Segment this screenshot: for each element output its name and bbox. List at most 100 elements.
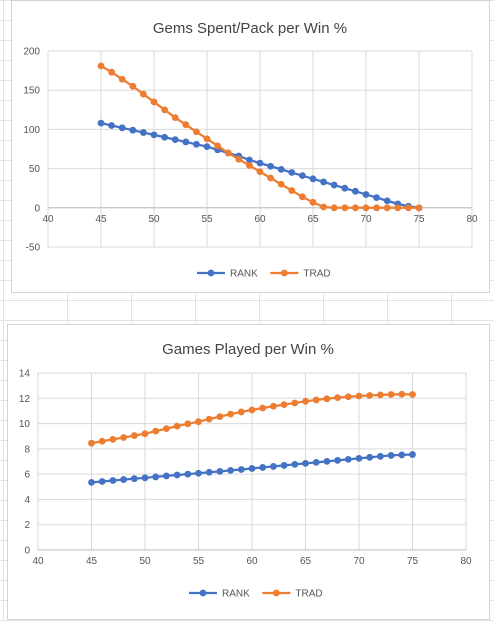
- chart-gems-spent[interactable]: Gems Spent/Pack per Win % 200 150 100 50 0 -50…: [11, 0, 490, 293]
- data-point-rank: [237, 466, 245, 473]
- data-point-rank: [334, 456, 341, 464]
- data-point-rank: [205, 468, 213, 476]
- chart-title: Games Played per Win %: [162, 341, 334, 358]
- data-point-rank: [280, 462, 288, 469]
- data-point-trad: [129, 82, 137, 90]
- data-point-rank: [108, 122, 115, 129]
- data-point-rank: [320, 178, 327, 186]
- data-point-trad: [362, 204, 370, 212]
- data-point-trad: [214, 142, 222, 150]
- data-point-trad: [246, 162, 253, 169]
- data-point-rank: [288, 169, 296, 176]
- y-tick-label: 12: [19, 394, 31, 405]
- x-tick-label: 65: [300, 556, 312, 567]
- data-point-rank: [383, 197, 391, 205]
- data-point-rank: [259, 464, 267, 471]
- chart-title: Gems Spent/Pack per Win %: [153, 20, 347, 37]
- legend-label: TRAD: [303, 269, 330, 280]
- data-point-trad: [334, 394, 341, 402]
- data-point-rank: [277, 165, 285, 173]
- legend-item-trad[interactable]: TRAD: [270, 269, 331, 280]
- x-tick-label: 40: [32, 556, 44, 567]
- data-point-trad: [270, 402, 277, 410]
- data-point-trad: [267, 174, 274, 182]
- chart-gems-spent-svg: Gems Spent/Pack per Win % 200 150 100 50 0 -50…: [23, 20, 478, 280]
- data-point-trad: [366, 392, 374, 399]
- legend-swatch-marker: [273, 589, 280, 597]
- data-point-rank: [355, 454, 363, 462]
- data-point-trad: [88, 439, 95, 447]
- y-tick-label: 150: [23, 86, 40, 97]
- data-point-rank: [203, 143, 211, 151]
- data-point-rank: [163, 472, 170, 480]
- data-point-trad: [409, 391, 416, 398]
- x-tick-label: 70: [353, 556, 365, 567]
- data-point-trad: [312, 396, 320, 404]
- data-point-trad: [259, 404, 267, 412]
- legend-label: RANK: [222, 589, 250, 600]
- data-point-rank: [330, 181, 338, 189]
- data-point-rank: [398, 451, 406, 459]
- y-tick-label: 4: [24, 495, 30, 506]
- data-point-trad: [109, 435, 117, 443]
- data-point-rank: [377, 452, 384, 460]
- legend-item-trad[interactable]: TRAD: [262, 589, 323, 600]
- data-point-trad: [330, 204, 338, 212]
- chart-games-played[interactable]: Games Played per Win % 14 12 10 8 6 4 2 0 40 45 50 5…: [7, 324, 490, 620]
- data-point-trad: [98, 437, 106, 445]
- x-tick-label: 60: [246, 556, 258, 567]
- y-tick-label: 100: [23, 125, 40, 136]
- data-point-trad: [152, 427, 160, 435]
- data-point-trad: [195, 418, 202, 426]
- data-point-trad: [163, 425, 170, 433]
- legend-item-rank[interactable]: RANK: [189, 589, 250, 600]
- data-point-rank: [362, 191, 370, 198]
- y-tick-label: 0: [24, 546, 30, 557]
- data-point-rank: [150, 131, 158, 139]
- data-point-trad: [171, 114, 179, 122]
- data-point-trad: [216, 413, 224, 421]
- data-point-rank: [341, 184, 349, 192]
- data-point-trad: [235, 155, 243, 163]
- data-point-trad: [383, 204, 391, 212]
- data-point-trad: [118, 75, 126, 83]
- data-point-rank: [140, 129, 147, 136]
- data-point-trad: [193, 128, 200, 136]
- legend-item-rank[interactable]: RANK: [197, 269, 258, 280]
- x-tick-label: 40: [42, 214, 54, 225]
- data-point-rank: [173, 471, 181, 479]
- data-point-trad: [237, 408, 245, 416]
- data-point-trad: [352, 204, 359, 212]
- y-tick-label: 2: [24, 520, 30, 531]
- data-point-rank: [227, 466, 235, 474]
- data-point-trad: [224, 149, 232, 157]
- data-point-rank: [98, 478, 106, 485]
- data-point-rank: [118, 124, 126, 132]
- y-tick-label: 10: [19, 419, 31, 430]
- data-point-rank: [270, 463, 277, 470]
- x-tick-label: 45: [95, 214, 107, 225]
- data-point-trad: [377, 391, 384, 399]
- legend-swatch-marker: [281, 269, 288, 277]
- data-point-trad: [173, 422, 181, 430]
- y-tick-label: 14: [19, 369, 31, 380]
- y-tick-label: 50: [29, 164, 41, 175]
- x-tick-label: 70: [360, 214, 372, 225]
- legend-label: TRAD: [295, 589, 322, 600]
- data-point-trad: [280, 401, 288, 409]
- data-point-rank: [373, 194, 380, 202]
- data-point-trad: [302, 397, 309, 405]
- data-point-trad: [277, 180, 285, 188]
- data-point-rank: [302, 459, 309, 467]
- data-point-trad: [291, 399, 299, 407]
- data-point-trad: [205, 415, 213, 423]
- x-tick-label: 60: [254, 214, 266, 225]
- data-point-trad: [150, 98, 158, 106]
- data-point-rank: [161, 133, 169, 141]
- data-point-trad: [140, 90, 147, 98]
- y-tick-label: 0: [34, 203, 40, 214]
- data-point-trad: [182, 121, 190, 129]
- data-point-trad: [203, 135, 211, 143]
- data-point-trad: [394, 204, 402, 212]
- x-tick-label: 80: [466, 214, 478, 225]
